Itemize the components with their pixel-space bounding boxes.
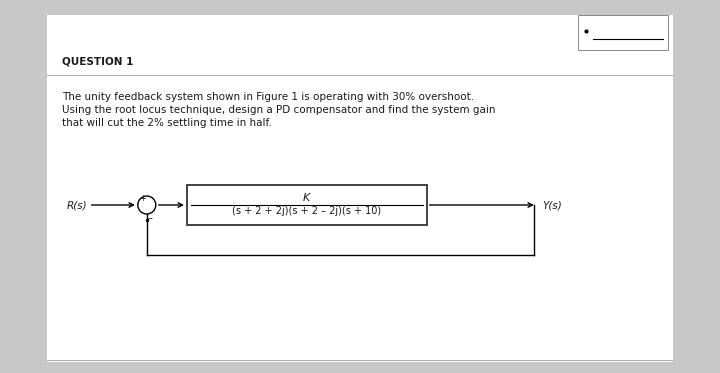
Bar bbox=[47, 15, 673, 362]
Text: that will cut the 2% settling time in half.: that will cut the 2% settling time in ha… bbox=[62, 118, 271, 128]
Text: QUESTION 1: QUESTION 1 bbox=[62, 57, 133, 67]
Text: R(s): R(s) bbox=[67, 200, 87, 210]
Text: Using the root locus technique, design a PD compensator and find the system gain: Using the root locus technique, design a… bbox=[62, 105, 495, 115]
Text: K: K bbox=[303, 193, 310, 203]
Text: –: – bbox=[148, 213, 153, 223]
Text: The unity feedback system shown in Figure 1 is operating with 30% overshoot.: The unity feedback system shown in Figur… bbox=[62, 92, 474, 102]
Text: +: + bbox=[139, 194, 145, 203]
Text: (s + 2 + 2j)(s + 2 – 2j)(s + 10): (s + 2 + 2j)(s + 2 – 2j)(s + 10) bbox=[233, 206, 382, 216]
Text: Y(s): Y(s) bbox=[543, 200, 562, 210]
Bar bbox=[578, 15, 668, 50]
Bar bbox=[186, 185, 427, 225]
